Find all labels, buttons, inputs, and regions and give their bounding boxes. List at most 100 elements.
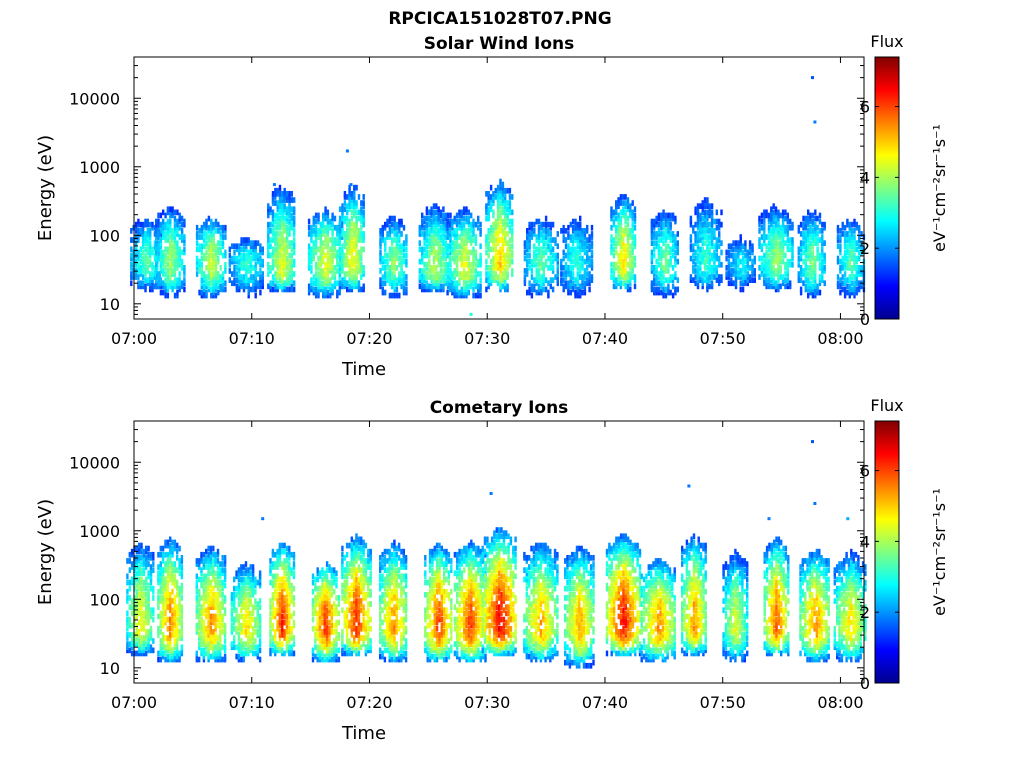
data-cell xyxy=(355,231,358,237)
data-cell xyxy=(487,240,490,246)
data-cell xyxy=(772,258,775,265)
data-cell xyxy=(290,240,293,246)
data-cell xyxy=(274,191,277,197)
data-cell xyxy=(267,231,270,237)
data-cell xyxy=(537,231,541,237)
data-cell xyxy=(535,218,538,225)
data-cell xyxy=(178,604,181,610)
data-cell xyxy=(198,656,201,663)
data-cell xyxy=(710,224,714,231)
data-cell xyxy=(421,280,424,287)
data-cell xyxy=(848,289,851,296)
data-cell xyxy=(626,221,630,228)
data-cell xyxy=(326,243,330,250)
data-cell xyxy=(164,561,167,567)
data-cell xyxy=(162,261,165,268)
data-cell xyxy=(341,265,344,271)
data-cell xyxy=(169,598,172,604)
data-cell xyxy=(734,280,738,287)
data-cell xyxy=(758,218,761,225)
sparse-point xyxy=(349,183,353,187)
data-cell xyxy=(135,650,138,657)
data-cell xyxy=(140,641,143,647)
data-cell xyxy=(398,224,401,231)
data-cell xyxy=(290,274,293,280)
data-cell xyxy=(149,629,153,635)
data-cell xyxy=(200,289,203,296)
data-cell xyxy=(274,249,277,256)
data-cell xyxy=(178,619,181,626)
data-cell xyxy=(626,197,630,203)
data-cell xyxy=(395,224,399,231)
data-cell xyxy=(588,234,591,240)
data-cell xyxy=(653,221,656,228)
data-cell xyxy=(791,240,794,246)
data-cell xyxy=(576,265,579,271)
data-cell xyxy=(590,252,594,259)
data-cell xyxy=(610,237,613,243)
data-cell xyxy=(462,280,466,287)
data-cell xyxy=(470,212,473,219)
data-cell xyxy=(180,613,184,620)
data-cell xyxy=(214,561,217,567)
data-cell xyxy=(660,218,663,225)
data-cell xyxy=(346,234,349,240)
data-cell xyxy=(166,206,170,213)
data-cell xyxy=(696,221,700,228)
data-cell xyxy=(437,209,440,216)
data-cell xyxy=(504,206,507,213)
data-cell xyxy=(276,237,279,243)
data-cell xyxy=(338,249,342,256)
figure-title: RPCICA151028T07.PNG xyxy=(388,9,611,29)
data-cell xyxy=(779,265,782,271)
data-cell xyxy=(662,286,665,293)
data-cell xyxy=(579,292,582,299)
data-cell xyxy=(317,231,320,237)
data-cell xyxy=(198,243,201,250)
data-cell xyxy=(271,231,275,237)
data-cell xyxy=(739,280,742,287)
data-cell xyxy=(451,286,454,293)
data-cell xyxy=(281,243,284,250)
data-cell xyxy=(178,629,181,635)
data-cell xyxy=(173,224,177,231)
data-cell xyxy=(494,246,497,253)
data-cell xyxy=(343,231,347,237)
data-cell xyxy=(732,255,735,262)
data-cell xyxy=(395,265,399,271)
data-cell xyxy=(207,619,210,626)
data-cell xyxy=(400,231,403,237)
data-cell xyxy=(391,240,394,246)
data-cell xyxy=(178,255,181,262)
data-cell xyxy=(504,274,507,280)
data-cell xyxy=(774,240,778,246)
data-cell xyxy=(767,252,771,259)
data-cell xyxy=(528,280,531,287)
data-cell xyxy=(153,255,157,262)
data-cell xyxy=(781,277,785,283)
data-cell xyxy=(537,246,541,253)
data-cell xyxy=(626,240,630,246)
data-cell xyxy=(804,283,807,290)
data-cell xyxy=(350,249,354,256)
data-cell xyxy=(781,240,785,246)
data-cell xyxy=(336,237,339,243)
data-cell xyxy=(331,212,334,219)
data-cell xyxy=(421,249,424,256)
data-cell xyxy=(843,237,847,243)
data-cell xyxy=(779,231,782,237)
data-cell xyxy=(462,271,466,277)
data-cell xyxy=(326,292,330,299)
data-cell xyxy=(653,252,656,259)
data-cell xyxy=(176,656,179,663)
data-cell xyxy=(169,221,172,228)
data-cell xyxy=(772,231,775,237)
data-cell xyxy=(166,601,169,607)
data-cell xyxy=(786,224,789,231)
data-cell xyxy=(540,274,543,280)
data-cell xyxy=(465,234,468,240)
data-cell xyxy=(202,573,206,580)
data-cell xyxy=(212,271,215,277)
data-cell xyxy=(633,277,637,283)
